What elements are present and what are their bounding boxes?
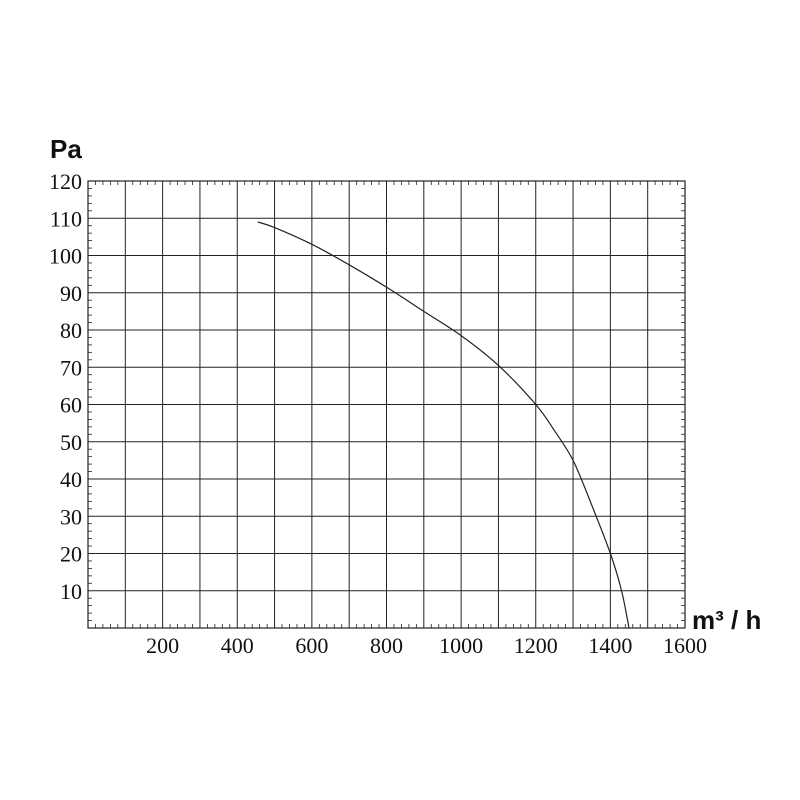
x-tick-label: 400 — [221, 633, 254, 658]
y-tick-label: 80 — [60, 318, 82, 343]
y-tick-label: 90 — [60, 281, 82, 306]
y-tick-label: 100 — [49, 244, 82, 269]
x-tick-label: 1400 — [588, 633, 632, 658]
y-tick-label: 60 — [60, 393, 82, 418]
grid — [88, 181, 685, 628]
y-tick-label: 40 — [60, 467, 82, 492]
x-tick-label: 800 — [370, 633, 403, 658]
x-tick-label: 1000 — [439, 633, 483, 658]
x-tick-label: 600 — [295, 633, 328, 658]
y-tick-label: 120 — [49, 169, 82, 194]
y-tick-label: 20 — [60, 542, 82, 567]
minor-ticks — [88, 181, 685, 628]
y-tick-label: 70 — [60, 355, 82, 380]
y-tick-label: 30 — [60, 504, 82, 529]
x-axis-label: m³ / h — [692, 605, 761, 635]
y-tick-label: 110 — [50, 206, 82, 231]
x-tick-label: 1600 — [663, 633, 707, 658]
x-tick-labels: 200 400 600 800 1000 1200 1400 1600 — [146, 633, 707, 658]
plot-frame — [87, 180, 686, 629]
y-tick-label: 50 — [60, 430, 82, 455]
y-tick-label: 10 — [60, 579, 82, 604]
y-axis-label: Pa — [50, 134, 82, 164]
pressure-flow-curve — [257, 221, 630, 629]
y-tick-labels: 10 20 30 40 50 60 70 80 90 100 110 120 — [49, 169, 82, 604]
x-tick-label: 200 — [146, 633, 179, 658]
x-tick-label: 1200 — [514, 633, 558, 658]
